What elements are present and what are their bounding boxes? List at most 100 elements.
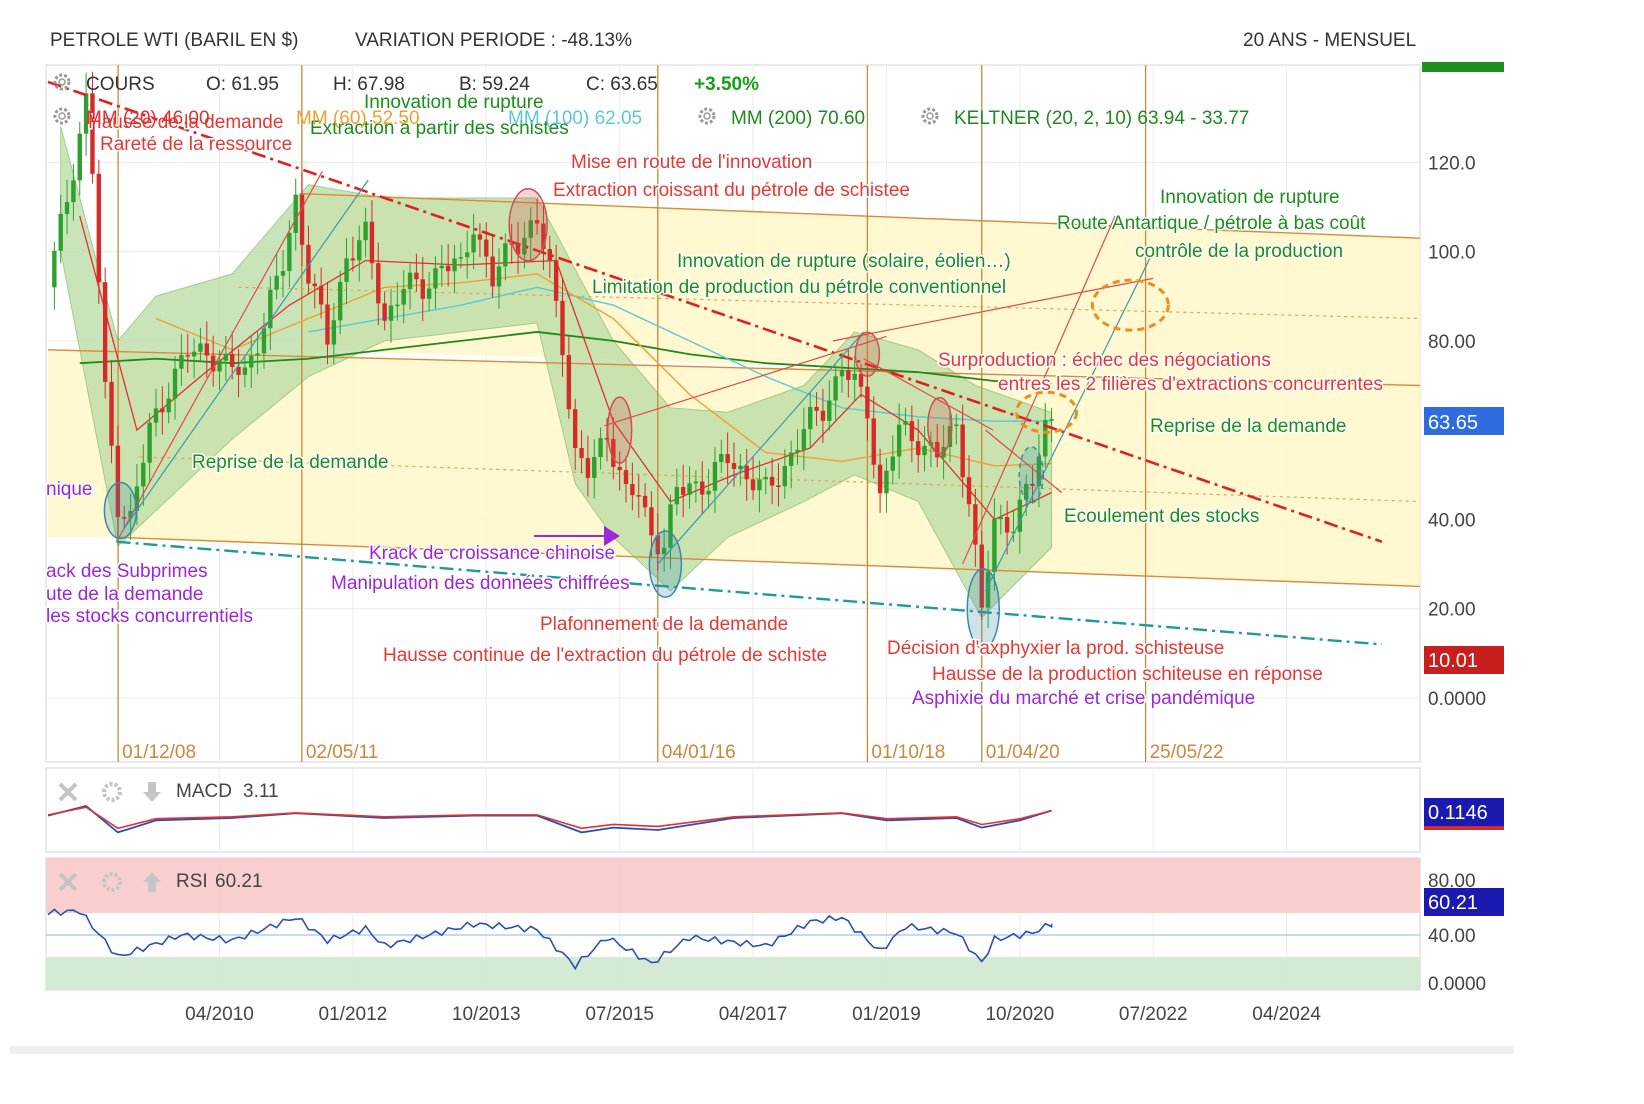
- gear-center: [703, 112, 711, 120]
- last-price-label: 63.65: [1428, 412, 1478, 434]
- rsi-oversold-zone: [46, 957, 1420, 990]
- annotation-text: Manipulation des données chiffrées: [331, 573, 630, 594]
- major-support-line: [116, 540, 1382, 646]
- ellipse-high-2014: [508, 188, 548, 262]
- annotation-text: Rareté de la ressource: [100, 134, 292, 155]
- candle-body: [998, 517, 1003, 520]
- annotation-text: Ecoulement des stocks: [1064, 506, 1259, 527]
- gear-icon[interactable]: [53, 107, 71, 125]
- legend-change: +3.50%: [694, 74, 759, 95]
- candle-body: [115, 445, 121, 518]
- legend-keltner: KELTNER (20, 2, 10) 63.94 - 33.77: [954, 108, 1249, 129]
- x-tick-label: 04/2017: [719, 1004, 788, 1025]
- candle-body: [674, 487, 680, 505]
- close-icon[interactable]: [58, 872, 78, 892]
- annotation-text: Innovation de rupture (solaire, éolien…): [677, 251, 1011, 272]
- candle-body: [166, 398, 171, 413]
- channel-mid-line: [47, 349, 1421, 387]
- gear-icon[interactable]: [102, 872, 122, 892]
- candle-body: [916, 441, 921, 456]
- candle-body: [223, 353, 229, 361]
- arrow-shape: [143, 782, 161, 802]
- chart-title: PETROLE WTI (BARIL EN $): [50, 30, 299, 51]
- gear-icon[interactable]: [53, 73, 71, 91]
- annotations-group: Innovation de rupture Hausse de la demand…: [45, 91, 1385, 711]
- macd-badge-underline: [1424, 826, 1504, 830]
- candle-body: [598, 438, 603, 458]
- gear-icon[interactable]: [921, 107, 939, 125]
- ellipse-2021: [1018, 446, 1045, 504]
- candle-body: [210, 355, 216, 372]
- arrow-down-icon[interactable]: [143, 782, 161, 802]
- gear-ring: [53, 73, 71, 91]
- legend-group: COURS O: 61.95 H: 67.98 B: 59.24 C: 63.65 +3.…: [53, 73, 1249, 129]
- major-downtrend-line: [47, 80, 1383, 543]
- candle-body: [947, 425, 953, 447]
- candle-body: [376, 263, 381, 304]
- candle-body: [896, 424, 902, 457]
- candle-body: [719, 454, 724, 462]
- candle-body: [649, 507, 654, 536]
- candle-body: [236, 366, 241, 375]
- candle-body: [744, 465, 749, 480]
- candle-body: [846, 370, 851, 380]
- price-tick-label: 100.0: [1428, 243, 1476, 264]
- gear-ring: [102, 782, 122, 802]
- x-tick-label: 07/2015: [585, 1004, 654, 1025]
- candle-body: [725, 454, 730, 464]
- candle-body: [1011, 531, 1016, 534]
- annotation-text: Plafonnement de la demande: [540, 614, 788, 635]
- candle-body: [331, 320, 337, 345]
- candle-body: [668, 504, 673, 548]
- candle-body: [395, 304, 400, 307]
- mm100-line: [308, 286, 1052, 422]
- rsi-badge: [1424, 888, 1504, 916]
- candle-body: [884, 470, 889, 494]
- candle-body: [992, 519, 997, 572]
- macd-label: MACD: [176, 781, 232, 802]
- price-tick-label: 80.00: [1428, 332, 1476, 353]
- candle-body: [623, 470, 629, 484]
- candle-body: [122, 517, 127, 519]
- candle-body: [191, 351, 197, 357]
- legend-high: H: 67.98: [333, 74, 405, 95]
- annotation-text: ute de la demande: [46, 584, 203, 605]
- candle-body: [820, 410, 826, 421]
- candle-body: [357, 240, 362, 261]
- candle-body: [261, 328, 267, 354]
- candle-body: [611, 439, 616, 467]
- x-tick-label: 10/2013: [452, 1004, 521, 1025]
- candle-body: [903, 420, 908, 425]
- gear-icon[interactable]: [698, 107, 716, 125]
- date-marker-label: 01/10/18: [871, 742, 945, 763]
- macd-badge-label: 0.1146: [1428, 802, 1488, 824]
- trend-line-red: [985, 429, 1063, 494]
- candle-body: [680, 487, 686, 495]
- close-icon[interactable]: [58, 782, 78, 802]
- rsi-overbought-zone: [46, 858, 1420, 913]
- target-circle-far: [1090, 278, 1170, 332]
- candle-body: [808, 406, 813, 430]
- ellipse-low-2016: [648, 530, 683, 598]
- candle-body: [573, 409, 578, 449]
- period-variation: VARIATION PERIODE : -48.13%: [355, 30, 632, 51]
- candle-body: [757, 479, 762, 491]
- candle-body: [935, 441, 940, 458]
- candle-body: [369, 221, 375, 264]
- candle-body: [706, 490, 711, 495]
- annotation-text: Asphixie du marché et crise pandémique: [912, 688, 1255, 709]
- price-tick-label: 120.0: [1428, 153, 1476, 174]
- annotation-text: Hausse de la production schiteuse en rép…: [932, 664, 1323, 685]
- annotation-text: entres les 2 filières d'extractions conc…: [998, 374, 1383, 395]
- candle-body: [230, 353, 235, 367]
- candle-body: [90, 93, 95, 174]
- gear-icon[interactable]: [102, 782, 122, 802]
- candle-body: [198, 343, 203, 352]
- horizontal-scrollbar[interactable]: [10, 1046, 1514, 1054]
- candle-body: [312, 283, 317, 287]
- arrow-up-icon[interactable]: [143, 872, 161, 892]
- period-selector[interactable]: 20 ANS - MENSUEL: [1243, 30, 1417, 51]
- price-tick-label: 0.0000: [1428, 689, 1486, 710]
